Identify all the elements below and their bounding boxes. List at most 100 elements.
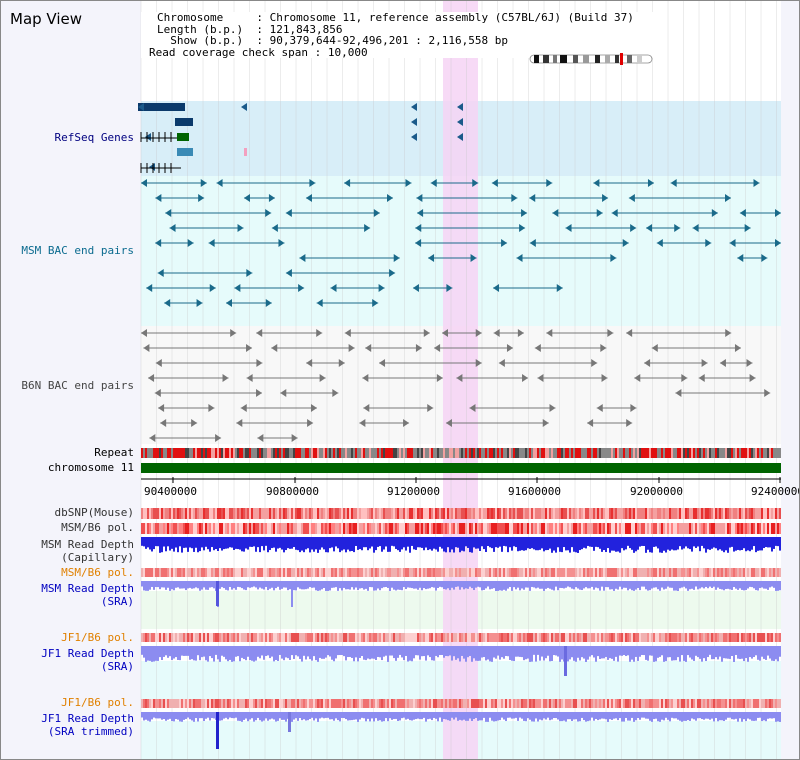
track-label-msm-bac[interactable]: MSM BAC end pairs bbox=[21, 244, 134, 257]
b6n-bac-end bbox=[344, 329, 351, 337]
pol-jf1-cell bbox=[275, 633, 277, 642]
pol-cell bbox=[623, 523, 625, 534]
info-value: 121,843,856 bbox=[269, 22, 343, 36]
pol-jf1-cell bbox=[323, 633, 325, 642]
depth-bar-jf1-sra bbox=[449, 646, 451, 656]
repeat-block bbox=[417, 448, 419, 458]
pol-jf1-cell bbox=[551, 633, 553, 642]
depth-bar-msm-sra bbox=[161, 581, 163, 588]
depth-bar-capillary bbox=[503, 537, 505, 546]
depth-bar-capillary bbox=[171, 537, 173, 549]
track-label-jf1-depth-trimmed[interactable]: JF1 Read Depth (SRA trimmed) bbox=[41, 712, 134, 738]
pol-sra-cell bbox=[513, 568, 515, 577]
repeat-block bbox=[191, 448, 193, 458]
depth-bar-jf1-sra bbox=[247, 646, 249, 657]
track-label-jf1-b6-pol-2[interactable]: JF1/B6 pol. bbox=[61, 696, 134, 709]
pol-jf1-cell bbox=[321, 699, 323, 708]
pol-cell bbox=[581, 523, 583, 534]
depth-bar-capillary bbox=[467, 537, 469, 548]
track-label-dbsnp[interactable]: dbSNP(Mouse) bbox=[54, 506, 134, 519]
track-label-jf1-b6-pol[interactable]: JF1/B6 pol. bbox=[61, 631, 134, 644]
repeat-block bbox=[493, 448, 495, 458]
depth-bar-jf1-trim bbox=[197, 712, 199, 722]
depth-bar-jf1-trim bbox=[529, 712, 531, 720]
track-label-refseq[interactable]: RefSeq Genes bbox=[54, 131, 134, 144]
depth-bar-jf1-sra bbox=[773, 646, 775, 662]
pol-sra-cell bbox=[701, 568, 703, 577]
pol-cell bbox=[561, 523, 563, 534]
dbsnp-cell bbox=[565, 508, 567, 519]
dbsnp-cell bbox=[723, 508, 725, 519]
pol-jf1-cell bbox=[545, 699, 547, 708]
pol-jf1-cell bbox=[503, 699, 505, 708]
depth-bar-capillary bbox=[705, 537, 707, 553]
depth-bar-capillary bbox=[671, 537, 673, 550]
pol-jf1-cell bbox=[657, 633, 659, 642]
depth-bar-jf1-sra bbox=[577, 646, 579, 658]
pol-sra-cell bbox=[621, 568, 623, 577]
pol-jf1-cell bbox=[341, 633, 343, 642]
repeat-block bbox=[725, 448, 727, 458]
depth-bar-capillary bbox=[577, 537, 579, 553]
depth-bar-msm-sra bbox=[175, 581, 177, 588]
repeat-block bbox=[179, 448, 181, 458]
depth-bar-jf1-trim bbox=[639, 712, 641, 720]
pol-cell bbox=[657, 523, 659, 534]
depth-bar-jf1-sra bbox=[279, 646, 281, 655]
depth-bar-jf1-sra bbox=[229, 646, 231, 660]
depth-bar-msm-sra bbox=[335, 581, 337, 588]
depth-bar-jf1-trim bbox=[649, 712, 651, 721]
track-label-msm-b6-pol[interactable]: MSM/B6 pol. bbox=[61, 521, 134, 534]
track-label-msm-b6-pol-sra[interactable]: MSM/B6 pol. bbox=[61, 566, 134, 579]
depth-bar-msm-sra bbox=[521, 581, 523, 589]
depth-bar-jf1-trim bbox=[489, 712, 491, 718]
depth-bar-msm-sra bbox=[405, 581, 407, 590]
pol-jf1-cell bbox=[667, 699, 669, 708]
pol-jf1-cell bbox=[215, 633, 217, 642]
depth-bar-jf1-sra bbox=[523, 646, 525, 661]
depth-bar-jf1-trim bbox=[181, 712, 183, 722]
pol-jf1-cell bbox=[327, 699, 329, 708]
dbsnp-cell bbox=[269, 508, 271, 519]
repeat-block bbox=[313, 448, 315, 458]
track-label-chromosome[interactable]: chromosome 11 bbox=[47, 461, 134, 474]
chromosome-ideogram[interactable] bbox=[529, 53, 653, 65]
depth-bar-jf1-sra bbox=[213, 646, 215, 662]
repeat-block bbox=[267, 448, 269, 458]
repeat-block bbox=[399, 448, 401, 458]
repeat-block bbox=[331, 448, 333, 458]
depth-bar-msm-sra bbox=[441, 581, 443, 588]
pol-jf1-cell bbox=[175, 699, 177, 708]
pol-jf1-cell bbox=[733, 633, 735, 642]
track-label-jf1-depth-sra[interactable]: JF1 Read Depth (SRA) bbox=[41, 647, 134, 673]
repeat-block bbox=[271, 448, 273, 458]
depth-bar-jf1-trim bbox=[465, 712, 467, 721]
pol-jf1-cell bbox=[351, 699, 353, 708]
depth-bar-jf1-trim bbox=[359, 712, 361, 720]
depth-bar-capillary bbox=[447, 537, 449, 548]
track-label-msm-depth-capillary[interactable]: MSM Read Depth (Capillary) bbox=[41, 538, 134, 564]
track-label-repeat[interactable]: Repeat bbox=[94, 446, 134, 459]
dbsnp-cell bbox=[609, 508, 611, 519]
depth-bar-msm-sra bbox=[427, 581, 429, 589]
depth-bar-msm-sra bbox=[331, 581, 333, 588]
pol-jf1-cell bbox=[249, 633, 251, 642]
depth-bar-capillary bbox=[747, 537, 749, 551]
depth-bar-msm-sra bbox=[545, 581, 547, 589]
pol-cell bbox=[635, 523, 637, 534]
dbsnp-cell bbox=[545, 508, 547, 519]
depth-bar-capillary bbox=[329, 537, 331, 549]
depth-bar-msm-sra bbox=[283, 581, 285, 588]
depth-bar-capillary bbox=[615, 537, 617, 552]
pol-cell bbox=[743, 523, 745, 534]
pol-sra-cell bbox=[289, 568, 291, 577]
depth-bar-jf1-sra bbox=[505, 646, 507, 657]
track-label-msm-depth-sra[interactable]: MSM Read Depth (SRA) bbox=[41, 582, 134, 608]
pol-jf1-cell bbox=[507, 699, 509, 708]
repeat-block bbox=[595, 448, 597, 458]
depth-bar-jf1-trim bbox=[751, 712, 753, 721]
pol-sra-cell bbox=[731, 568, 733, 577]
pol-jf1-cell bbox=[641, 633, 643, 642]
track-label-b6n-bac[interactable]: B6N BAC end pairs bbox=[21, 379, 134, 392]
